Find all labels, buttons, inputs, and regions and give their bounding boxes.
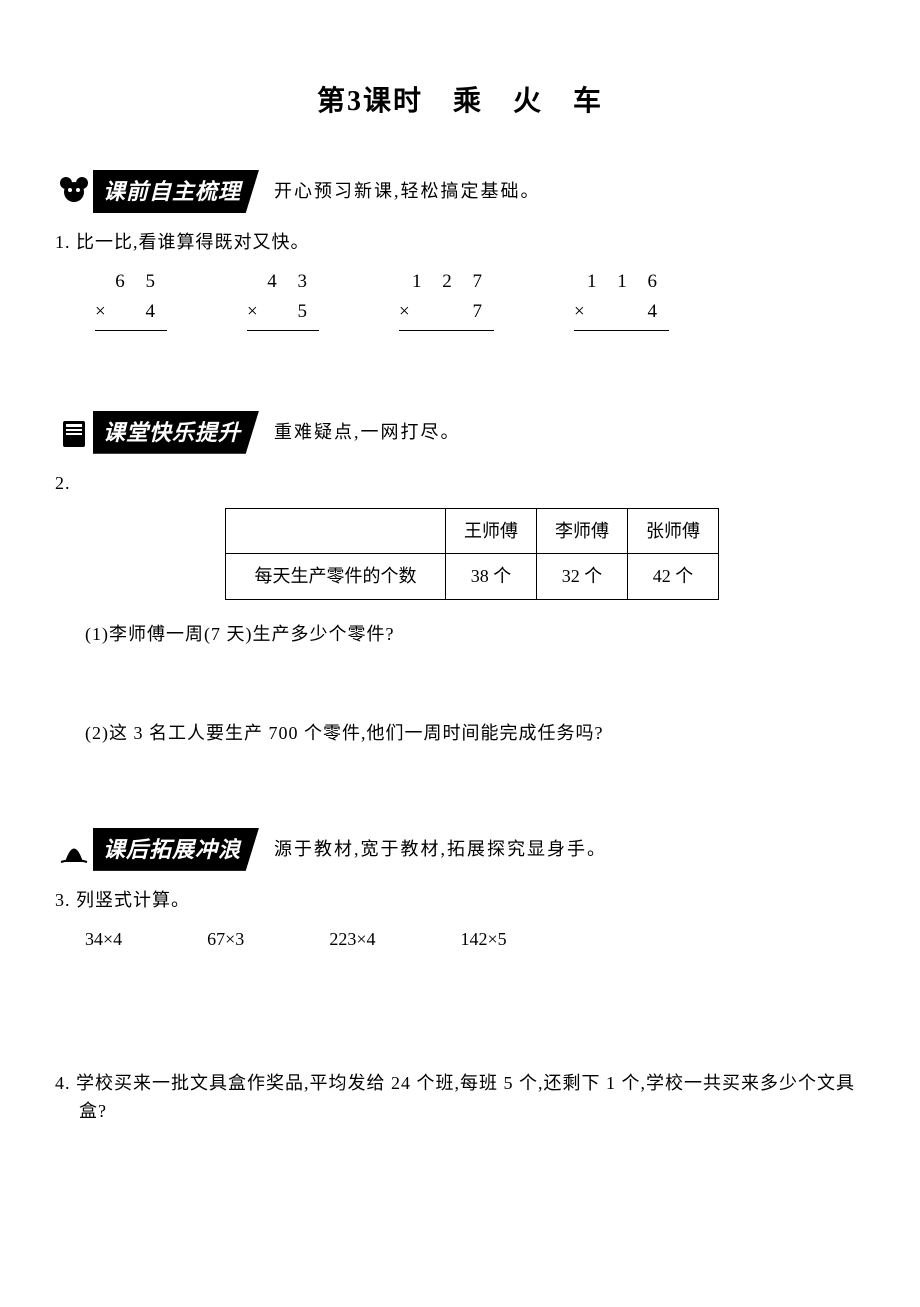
table-cell: 每天生产零件的个数 (226, 554, 446, 600)
problem-2-sub2: (2)这 3 名工人要生产 700 个零件,他们一周时间能完成任务吗? (85, 719, 865, 748)
table-cell: 张师傅 (628, 508, 719, 554)
section-label-2: 课堂快乐提升 (93, 411, 259, 454)
section-label-1: 课前自主梳理 (93, 170, 259, 213)
calc-item: 223×4 (329, 925, 375, 954)
section-header-1: 课前自主梳理 开心预习新课,轻松搞定基础。 (55, 170, 865, 213)
problem-2-sub1: (1)李师傅一周(7 天)生产多少个零件? (85, 620, 865, 649)
table-wrapper: 王师傅 李师傅 张师傅 每天生产零件的个数 38 个 32 个 42 个 (225, 508, 865, 601)
table-cell: 32 个 (537, 554, 628, 600)
mult-3: 1 2 7 ×7 (399, 267, 494, 331)
problem-2: 2. 王师傅 李师傅 张师傅 每天生产零件的个数 38 个 32 个 42 个 … (55, 469, 865, 748)
section-header-2: 课堂快乐提升 重难疑点,一网打尽。 (55, 411, 865, 454)
section-badge-1: 课前自主梳理 (55, 170, 259, 213)
table-cell: 38 个 (446, 554, 537, 600)
calc-item: 67×3 (207, 925, 244, 954)
problem-2-num: 2. (55, 469, 865, 498)
mult-1: 6 5 ×4 (95, 267, 167, 331)
calc-row: 34×4 67×3 223×4 142×5 (85, 925, 865, 954)
table-cell: 42 个 (628, 554, 719, 600)
section-subtitle-1: 开心预习新课,轻松搞定基础。 (274, 177, 541, 206)
problem-3-text: 3. 列竖式计算。 (55, 886, 865, 915)
surf-icon (55, 830, 93, 868)
problem-4: 4. 学校买来一批文具盒作奖品,平均发给 24 个班,每班 5 个,还剩下 1 … (55, 1069, 865, 1127)
problem-4-text: 4. 学校买来一批文具盒作奖品,平均发给 24 个班,每班 5 个,还剩下 1 … (79, 1069, 865, 1127)
section-badge-2: 课堂快乐提升 (55, 411, 259, 454)
table-cell (226, 508, 446, 554)
table-row: 王师傅 李师傅 张师傅 (226, 508, 719, 554)
book-icon (55, 413, 93, 451)
calc-item: 142×5 (460, 925, 506, 954)
table-row: 每天生产零件的个数 38 个 32 个 42 个 (226, 554, 719, 600)
data-table: 王师傅 李师傅 张师傅 每天生产零件的个数 38 个 32 个 42 个 (225, 508, 719, 601)
section-subtitle-2: 重难疑点,一网打尽。 (274, 418, 461, 447)
table-cell: 王师傅 (446, 508, 537, 554)
mult-4: 1 1 6 ×4 (574, 267, 669, 331)
section-header-3: 课后拓展冲浪 源于教材,宽于教材,拓展探究显身手。 (55, 828, 865, 871)
mult-2: 4 3 ×5 (247, 267, 319, 331)
problem-3: 3. 列竖式计算。 34×4 67×3 223×4 142×5 (55, 886, 865, 954)
calc-item: 34×4 (85, 925, 122, 954)
mascot-icon (55, 172, 93, 210)
section-subtitle-3: 源于教材,宽于教材,拓展探究显身手。 (274, 835, 607, 864)
page-title: 第3课时 乘 火 车 (55, 80, 865, 125)
mult-row: 6 5 ×4 4 3 ×5 1 2 7 ×7 1 1 6 ×4 (95, 267, 865, 331)
table-cell: 李师傅 (537, 508, 628, 554)
problem-1-text: 1. 比一比,看谁算得既对又快。 (55, 228, 865, 257)
section-label-3: 课后拓展冲浪 (93, 828, 259, 871)
problem-1: 1. 比一比,看谁算得既对又快。 6 5 ×4 4 3 ×5 1 2 7 ×7 … (55, 228, 865, 331)
section-badge-3: 课后拓展冲浪 (55, 828, 259, 871)
